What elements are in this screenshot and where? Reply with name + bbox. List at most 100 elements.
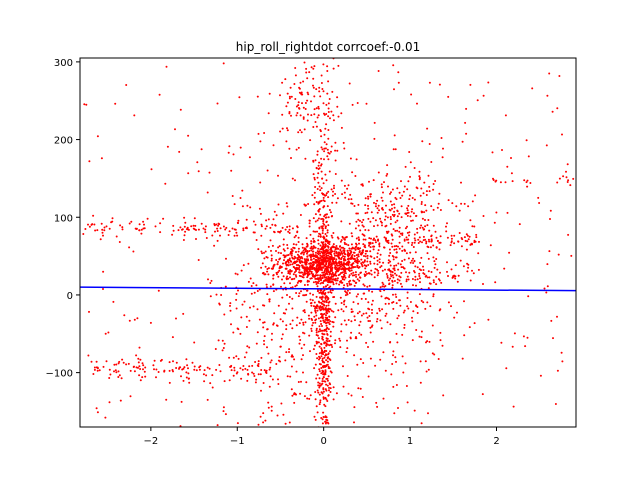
scatter-point	[297, 250, 300, 253]
scatter-point	[313, 196, 316, 199]
scatter-point	[300, 318, 303, 321]
scatter-point	[247, 280, 250, 283]
scatter-point	[141, 362, 144, 365]
scatter-point	[384, 268, 386, 271]
scatter-point	[184, 221, 187, 224]
scatter-point	[211, 234, 214, 237]
scatter-point	[441, 156, 444, 159]
scatter-point	[205, 237, 208, 239]
scatter-point	[362, 312, 365, 315]
scatter-point	[225, 257, 227, 260]
scatter-point	[548, 250, 551, 253]
scatter-point	[326, 333, 329, 336]
scatter-point	[306, 255, 309, 258]
scatter-point	[262, 412, 265, 415]
scatter-point	[324, 147, 327, 150]
scatter-point	[277, 246, 280, 249]
scatter-point	[309, 255, 312, 258]
scatter-point	[526, 179, 529, 182]
scatter-point	[410, 210, 413, 213]
scatter-point	[321, 274, 324, 277]
scatter-point	[261, 252, 264, 255]
scatter-point	[330, 234, 333, 237]
scatter-point	[337, 247, 339, 250]
scatter-point	[335, 201, 338, 204]
scatter-point	[318, 384, 321, 387]
scatter-point	[354, 248, 357, 251]
scatter-point	[332, 261, 335, 263]
scatter-point	[397, 268, 400, 271]
scatter-point	[129, 395, 132, 398]
scatter-point	[290, 355, 293, 358]
scatter-point	[400, 205, 403, 208]
scatter-point	[321, 281, 324, 284]
scatter-point	[339, 339, 342, 342]
scatter-point	[339, 240, 342, 243]
scatter-point	[296, 231, 299, 234]
scatter-point	[325, 383, 328, 386]
scatter-point	[438, 192, 441, 195]
scatter-point	[320, 383, 323, 386]
scatter-point	[312, 126, 315, 128]
scatter-point	[272, 265, 275, 268]
scatter-point	[332, 278, 335, 281]
scatter-point	[339, 252, 342, 255]
scatter-point	[302, 309, 305, 312]
scatter-point	[455, 205, 458, 208]
scatter-point	[330, 262, 332, 264]
scatter-point	[317, 268, 320, 271]
scatter-point	[556, 107, 559, 110]
scatter-point	[402, 190, 405, 193]
scatter-point	[336, 277, 339, 280]
scatter-point	[304, 259, 307, 262]
scatter-point	[289, 276, 291, 279]
scatter-point	[315, 107, 318, 110]
scatter-point	[369, 195, 372, 198]
scatter-point	[395, 360, 397, 363]
scatter-point	[371, 324, 374, 327]
scatter-point	[491, 151, 494, 154]
scatter-point	[245, 326, 248, 328]
scatter-point	[253, 291, 256, 294]
scatter-point	[326, 249, 329, 252]
scatter-point	[337, 309, 340, 312]
scatter-point	[324, 369, 327, 372]
scatter-point	[389, 192, 391, 195]
scatter-point	[275, 363, 278, 365]
scatter-point	[293, 260, 296, 263]
scatter-point	[321, 229, 324, 232]
scatter-point	[531, 87, 534, 90]
scatter-point	[309, 265, 312, 268]
scatter-point	[314, 121, 317, 123]
scatter-point	[524, 345, 527, 348]
scatter-point	[487, 81, 490, 84]
scatter-point	[456, 311, 458, 314]
scatter-point	[376, 274, 379, 277]
scatter-point	[146, 217, 149, 220]
scatter-point	[369, 357, 372, 360]
scatter-point	[266, 169, 269, 172]
scatter-point	[377, 70, 380, 72]
scatter-point	[317, 277, 319, 280]
scatter-point	[171, 369, 174, 371]
scatter-point	[398, 226, 401, 229]
scatter-point	[391, 255, 394, 257]
scatter-point	[340, 330, 343, 333]
scatter-point	[245, 218, 248, 221]
scatter-point	[392, 228, 395, 231]
scatter-point	[231, 195, 234, 197]
scatter-point	[293, 236, 296, 239]
scatter-point	[569, 184, 572, 187]
scatter-point	[236, 273, 239, 276]
scatter-point	[436, 240, 439, 242]
scatter-point	[309, 350, 311, 353]
scatter-point	[425, 194, 428, 196]
scatter-point	[409, 261, 412, 264]
scatter-point	[506, 211, 509, 214]
scatter-point	[404, 362, 407, 365]
scatter-point	[382, 283, 385, 286]
scatter-point	[303, 61, 306, 64]
scatter-point	[102, 288, 104, 290]
scatter-point	[335, 254, 338, 257]
